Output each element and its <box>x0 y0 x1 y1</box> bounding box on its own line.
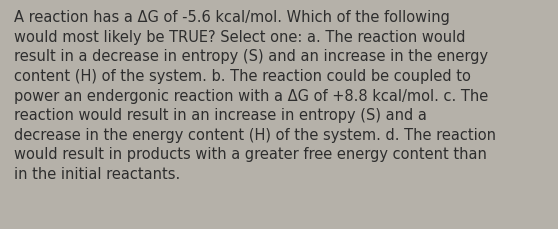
Text: A reaction has a ΔG of -5.6 kcal/mol. Which of the following
would most likely b: A reaction has a ΔG of -5.6 kcal/mol. Wh… <box>14 10 496 181</box>
